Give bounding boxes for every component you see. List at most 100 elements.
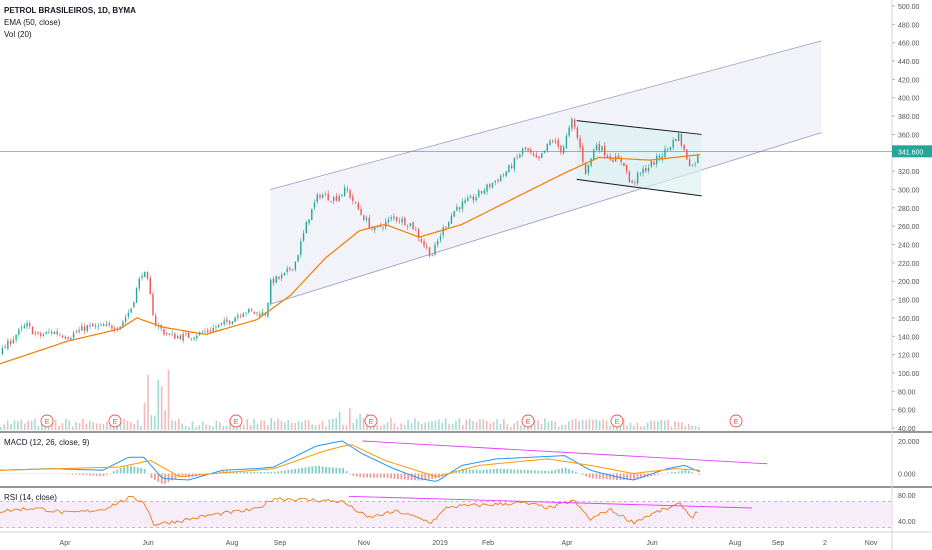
macd-histogram-bar xyxy=(479,470,481,474)
macd-histogram-bar xyxy=(396,473,399,480)
price-axis-label: 300.00 xyxy=(898,187,920,194)
volume-bar xyxy=(496,418,498,430)
volume-bar xyxy=(520,425,522,430)
candle-body xyxy=(409,223,412,226)
volume-bar xyxy=(273,421,276,430)
macd-trendline xyxy=(362,440,768,465)
volume-bar xyxy=(475,422,478,430)
candle-body xyxy=(338,196,340,202)
volume-bar xyxy=(68,420,71,430)
volume-bar xyxy=(270,418,272,430)
volume-bar xyxy=(157,379,160,430)
macd-histogram-bar xyxy=(691,472,694,474)
candle-body xyxy=(623,162,625,166)
volume-bar xyxy=(136,419,139,430)
candle-body xyxy=(360,208,362,215)
candle-body xyxy=(450,215,453,224)
macd-histogram-bar xyxy=(554,469,557,474)
volume-bar xyxy=(646,422,649,430)
candle-body xyxy=(297,254,299,262)
candle-body xyxy=(669,147,672,151)
candle-body xyxy=(494,180,496,183)
macd-histogram-bar xyxy=(65,473,67,475)
candle-body xyxy=(390,217,392,220)
price-axis-label: 80.00 xyxy=(898,389,916,396)
candle-body xyxy=(209,330,212,332)
macd-histogram-bar xyxy=(568,469,570,474)
candle-body xyxy=(64,336,67,339)
volume-bar xyxy=(164,410,166,430)
volume-legend: Vol (20) xyxy=(4,30,32,39)
volume-bar xyxy=(482,419,485,430)
time-axis-label: Jun xyxy=(142,540,153,547)
candle-body xyxy=(220,322,223,325)
time-axis-label: Sep xyxy=(772,540,785,547)
volume-bar xyxy=(65,418,67,430)
macd-histogram-bar xyxy=(342,468,345,474)
earnings-marker-circle xyxy=(40,414,54,428)
volume-bar xyxy=(677,422,680,430)
candle-body xyxy=(305,222,308,234)
macd-histogram-bar xyxy=(236,471,238,474)
volume-bar xyxy=(561,424,563,430)
candle-body xyxy=(48,331,50,333)
candle-body xyxy=(475,197,477,201)
volume-bar xyxy=(663,420,666,430)
price-axis-label: 280.00 xyxy=(898,206,920,213)
macd-histogram-bar xyxy=(249,471,252,474)
macd-histogram-bar xyxy=(687,470,690,474)
volume-bar xyxy=(616,426,618,430)
macd-histogram-bar xyxy=(561,468,564,474)
candle-body xyxy=(261,312,264,317)
price-axis-label: 260.00 xyxy=(898,224,920,231)
macd-histogram-bar xyxy=(273,471,276,474)
volume-bar xyxy=(438,419,440,430)
macd-histogram-bar xyxy=(260,472,262,474)
volume-bar xyxy=(540,424,543,430)
volume-bar xyxy=(444,418,447,430)
macd-histogram-bar xyxy=(410,473,413,480)
macd-histogram-bar xyxy=(126,466,129,474)
candle-body xyxy=(508,165,510,173)
candle-body xyxy=(595,145,598,150)
macd-histogram-bar xyxy=(544,470,546,474)
volume-bar xyxy=(571,419,574,430)
volume-bar xyxy=(106,421,108,430)
macd-histogram-bar xyxy=(657,473,659,475)
candle-body xyxy=(532,153,535,156)
volume-bar xyxy=(225,425,228,430)
volume-bar xyxy=(308,420,310,430)
candle-body xyxy=(248,308,250,313)
macd-histogram-bar xyxy=(174,473,177,479)
earnings-marker-label: E xyxy=(615,419,620,426)
candle-body xyxy=(694,163,696,165)
candle-body xyxy=(94,325,97,327)
macd-histogram-bar xyxy=(263,472,266,474)
candle-body xyxy=(428,247,431,256)
volume-bar xyxy=(263,420,266,430)
volume-bar xyxy=(636,422,639,430)
macd-histogram-bar xyxy=(520,469,522,474)
candle-body xyxy=(442,227,444,236)
macd-histogram-bar xyxy=(246,471,249,474)
time-axis-label: Feb xyxy=(482,540,494,547)
macd-histogram-bar xyxy=(633,473,635,480)
volume-bar xyxy=(99,423,101,430)
volume-bar xyxy=(694,425,697,430)
volume-bar xyxy=(342,424,344,430)
volume-bar xyxy=(557,426,560,430)
macd-histogram-bar xyxy=(297,468,300,474)
candle-body xyxy=(275,276,277,283)
volume-bar xyxy=(321,421,324,430)
macd-histogram-bar xyxy=(242,471,245,474)
candle-body xyxy=(291,269,294,270)
candle-body xyxy=(634,181,636,183)
candle-body xyxy=(7,340,9,349)
volume-bar xyxy=(657,421,659,430)
macd-histogram-bar xyxy=(547,471,550,474)
volume-bar xyxy=(506,424,509,430)
candle-body xyxy=(688,159,691,166)
candle-body xyxy=(280,275,283,279)
candle-body xyxy=(45,332,47,334)
